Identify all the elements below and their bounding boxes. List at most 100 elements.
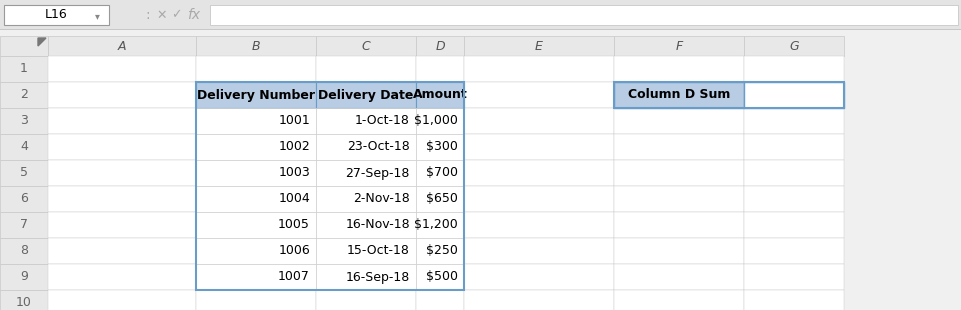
Bar — [415, 212, 463, 238]
Bar — [196, 82, 315, 108]
Bar — [613, 36, 743, 56]
Polygon shape — [38, 38, 46, 46]
Bar — [196, 212, 315, 238]
Bar — [48, 108, 196, 134]
Text: 9: 9 — [20, 271, 28, 284]
Bar — [315, 212, 415, 238]
Text: ▾: ▾ — [94, 11, 99, 21]
Bar — [0, 160, 48, 186]
Bar — [743, 82, 843, 108]
Text: L16: L16 — [45, 8, 68, 21]
Text: 1007: 1007 — [278, 271, 309, 284]
Text: 1004: 1004 — [278, 193, 309, 206]
Bar — [196, 134, 315, 160]
Text: 16-Nov-18: 16-Nov-18 — [345, 219, 409, 232]
Bar — [0, 36, 48, 56]
Bar — [196, 238, 315, 264]
Bar — [463, 108, 613, 134]
Text: G: G — [788, 39, 798, 52]
Bar — [463, 212, 613, 238]
Bar — [48, 238, 196, 264]
Bar — [613, 186, 743, 212]
Bar — [196, 186, 315, 212]
Text: $300: $300 — [426, 140, 457, 153]
Text: D: D — [434, 39, 444, 52]
Bar — [196, 108, 315, 134]
Bar — [0, 212, 48, 238]
Bar — [196, 290, 315, 310]
Bar — [48, 290, 196, 310]
Bar — [463, 82, 613, 108]
Bar — [315, 264, 415, 290]
Bar — [463, 264, 613, 290]
Bar — [4, 5, 109, 25]
Bar — [613, 212, 743, 238]
Bar — [743, 82, 843, 108]
Bar — [613, 82, 743, 108]
Text: Amount: Amount — [412, 88, 467, 101]
Bar — [463, 56, 613, 82]
Text: 4: 4 — [20, 140, 28, 153]
Bar — [0, 29, 961, 30]
Bar — [315, 82, 415, 108]
Bar — [0, 56, 48, 82]
Bar — [315, 186, 415, 212]
Text: Column D Sum: Column D Sum — [628, 88, 729, 101]
Text: 1002: 1002 — [278, 140, 309, 153]
Bar — [743, 238, 843, 264]
Text: 16-Sep-18: 16-Sep-18 — [345, 271, 409, 284]
Bar — [196, 36, 315, 56]
Text: F: F — [675, 39, 682, 52]
Bar — [196, 108, 315, 134]
Bar — [463, 134, 613, 160]
Bar — [743, 290, 843, 310]
Bar — [315, 160, 415, 186]
Bar — [463, 186, 613, 212]
Text: ✕: ✕ — [157, 8, 167, 21]
Bar — [415, 108, 463, 134]
Text: :: : — [145, 8, 150, 22]
Bar — [415, 186, 463, 212]
Bar — [196, 264, 315, 290]
Text: 5: 5 — [20, 166, 28, 179]
Text: ✓: ✓ — [170, 8, 181, 21]
Bar — [415, 134, 463, 160]
Bar — [613, 56, 743, 82]
Bar — [315, 108, 415, 134]
Text: $500: $500 — [426, 271, 457, 284]
Text: 1005: 1005 — [278, 219, 309, 232]
Bar — [463, 36, 613, 56]
Bar — [415, 82, 463, 108]
Text: 10: 10 — [16, 296, 32, 309]
Bar — [48, 212, 196, 238]
Bar — [415, 264, 463, 290]
Bar — [415, 82, 463, 108]
Bar — [315, 238, 415, 264]
Bar — [415, 108, 463, 134]
Text: 6: 6 — [20, 193, 28, 206]
Bar — [613, 238, 743, 264]
Text: 23-Oct-18: 23-Oct-18 — [347, 140, 409, 153]
Bar — [415, 238, 463, 264]
Bar — [196, 186, 315, 212]
Bar — [743, 160, 843, 186]
Bar — [209, 5, 957, 25]
Bar — [315, 82, 415, 108]
Bar — [315, 134, 415, 160]
Text: 2: 2 — [20, 88, 28, 101]
Bar — [315, 36, 415, 56]
Bar — [48, 160, 196, 186]
Text: 2-Nov-18: 2-Nov-18 — [353, 193, 409, 206]
Bar — [0, 290, 48, 310]
Bar — [196, 238, 315, 264]
Bar — [0, 264, 48, 290]
Text: 3: 3 — [20, 114, 28, 127]
Bar — [613, 134, 743, 160]
Bar — [743, 134, 843, 160]
Bar — [196, 160, 315, 186]
Bar — [48, 36, 196, 56]
Text: A: A — [117, 39, 126, 52]
Text: 7: 7 — [20, 219, 28, 232]
Bar — [48, 82, 196, 108]
Bar — [463, 238, 613, 264]
